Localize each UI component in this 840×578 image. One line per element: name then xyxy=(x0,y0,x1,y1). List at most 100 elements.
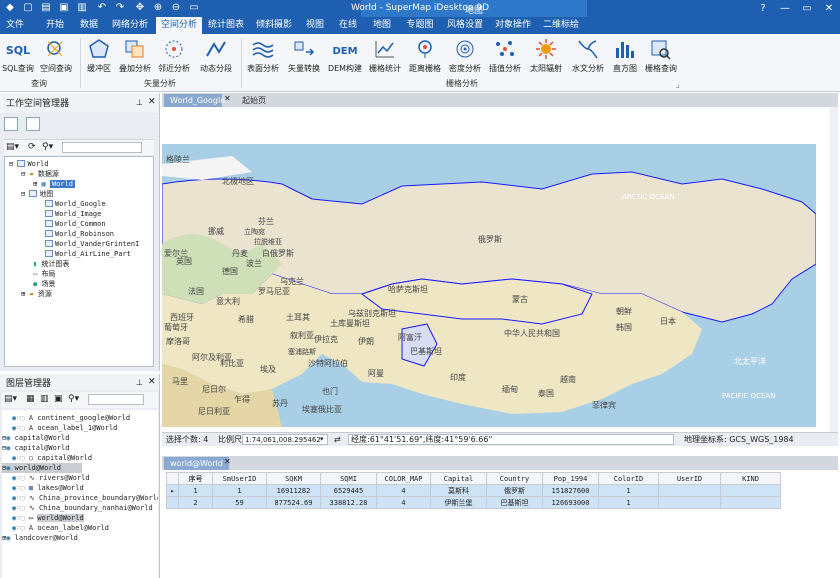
sql-query-button[interactable]: SQL SQL查询 xyxy=(2,38,34,76)
layer-item[interactable]: ◉⚐▢ A ocean_label_1@World xyxy=(12,424,118,432)
layer-search-input[interactable] xyxy=(88,394,144,405)
tree-map-item[interactable]: World_Common xyxy=(45,219,106,229)
tree-datasources[interactable]: ⊟ ▰ 数据源 xyxy=(21,170,59,178)
table-cell[interactable] xyxy=(658,484,721,497)
interpolation-analysis-button[interactable]: 插值分析 xyxy=(486,38,524,76)
tree-map-item[interactable]: World_AirLine_Part xyxy=(45,249,131,259)
column-header[interactable]: SQMI xyxy=(320,472,377,485)
new-icon[interactable]: ▢ xyxy=(23,2,33,13)
table-cell[interactable]: 巴基斯坦 xyxy=(486,496,543,509)
save-workspace-icon[interactable] xyxy=(26,117,40,131)
tab-close-icon[interactable]: ✕ xyxy=(224,94,231,103)
tab-oblique-photography[interactable]: 倾斜摄影 xyxy=(255,20,292,30)
layer-remove-icon[interactable]: ▣ xyxy=(54,394,63,404)
hydrology-analysis-button[interactable]: 水文分析 xyxy=(568,38,608,76)
tree-map-item[interactable]: World_Robinson xyxy=(45,229,114,239)
swap-icon[interactable]: ⇄ xyxy=(334,435,341,444)
table-cell[interactable] xyxy=(720,484,781,497)
raster-statistics-button[interactable]: 栅格统计 xyxy=(366,38,404,76)
full-extent-icon[interactable]: ▭ xyxy=(189,2,199,13)
table-cell[interactable]: 338812.28 xyxy=(320,496,377,509)
zoom-in-icon[interactable]: ⊕ xyxy=(153,2,163,13)
column-header[interactable]: Capital xyxy=(430,472,487,485)
panel-close-icon[interactable]: ✕ xyxy=(148,377,156,387)
attribute-table[interactable]: 序号 SmUserID SQKM SQMI COLOR_MAP Capital … xyxy=(166,472,781,509)
table-cell[interactable]: 877524.69 xyxy=(266,496,321,509)
table-cell[interactable]: 6529445 xyxy=(320,484,377,497)
group-launcher-icon[interactable]: ⌟ xyxy=(676,80,680,89)
vector-conversion-button[interactable]: 矢量转换 xyxy=(284,38,324,76)
tab-view[interactable]: 视图 xyxy=(305,20,324,30)
tree-layouts[interactable]: ▭ 布局 xyxy=(33,270,56,278)
layer-item[interactable]: ◉⚐▢ ■ lakes@World xyxy=(12,484,84,492)
zoom-out-icon[interactable]: ⊖ xyxy=(171,2,181,13)
column-header[interactable]: SQKM xyxy=(266,472,321,485)
undo-icon[interactable]: ↶ xyxy=(97,2,107,13)
pin-icon[interactable]: ⊥ xyxy=(136,378,143,387)
search-icon[interactable]: ⚲▾ xyxy=(68,394,80,404)
solar-radiation-button[interactable]: 太阳辐射 xyxy=(526,38,566,76)
column-header[interactable]: UserID xyxy=(658,472,721,485)
table-cell[interactable]: 1 xyxy=(212,484,267,497)
tree-scenes[interactable]: ● 场景 xyxy=(33,280,56,288)
table-cell[interactable]: 莫斯科 xyxy=(430,484,487,497)
table-cell[interactable]: 4 xyxy=(376,484,431,497)
table-cell[interactable]: 1 xyxy=(178,484,213,497)
map-scrollbar[interactable] xyxy=(830,107,838,432)
density-analysis-button[interactable]: 密度分析 xyxy=(446,38,484,76)
table-cell[interactable]: 2 xyxy=(178,496,213,509)
spatial-query-button[interactable]: 空间查询 xyxy=(38,38,74,76)
minimize-button[interactable]: — xyxy=(780,3,790,14)
save-all-icon[interactable]: ▥ xyxy=(77,2,87,13)
tab-start-page[interactable]: 起始页 xyxy=(236,94,272,107)
tab-online[interactable]: 在线 xyxy=(338,20,357,30)
raster-query-button[interactable]: 栅格查询 xyxy=(642,38,680,76)
surface-analysis-button[interactable]: 表面分析 xyxy=(244,38,282,76)
tab-map[interactable]: 地图 xyxy=(372,20,391,30)
map-canvas[interactable]: 北极地区 ARCTIC OCEAN 格陵兰 挪威 芬兰 丹麦 英国 爱尔兰 法国… xyxy=(162,144,816,427)
column-header[interactable]: 序号 xyxy=(178,472,213,485)
table-cell[interactable]: 俄罗斯 xyxy=(486,484,543,497)
help-icon[interactable]: ? xyxy=(760,3,766,14)
layer-item[interactable]: ◉⚐▢ ∿ China_boundary_nanhai@World xyxy=(12,504,153,512)
tab-attribute-world[interactable]: world@World xyxy=(164,457,229,470)
scale-select[interactable]: 1:74,061,008.295462 xyxy=(242,434,328,445)
dem-build-button[interactable]: DEM DEM构建 xyxy=(326,38,364,76)
table-cell[interactable]: 16911282 xyxy=(266,484,321,497)
distance-raster-button[interactable]: 距离栅格 xyxy=(406,38,444,76)
tab-spatial-analysis[interactable]: 空间分析 xyxy=(156,17,202,34)
tab-thematic-map[interactable]: 专题图 xyxy=(406,20,434,30)
tab-2d-plotting[interactable]: 二维标绘 xyxy=(542,20,579,30)
column-header[interactable]: KIND xyxy=(720,472,781,485)
tab-close-icon[interactable]: ✕ xyxy=(224,457,231,466)
column-header[interactable]: Country xyxy=(486,472,543,485)
tab-statistics-chart[interactable]: 统计图表 xyxy=(207,20,244,30)
tab-style-settings[interactable]: 风格设置 xyxy=(446,20,483,30)
layer-item[interactable]: ◉⚐▢ ∿ China_province_boundary@World xyxy=(12,493,158,503)
table-cell[interactable]: 伊斯兰堡 xyxy=(430,496,487,509)
save-icon[interactable]: ▣ xyxy=(59,2,69,13)
tab-network-analysis[interactable]: 网络分析 xyxy=(111,20,148,30)
layer-group[interactable]: ⊟◉ world@World xyxy=(2,463,82,473)
layer-group[interactable]: ⊟◉ capital@World xyxy=(2,444,70,452)
tab-data[interactable]: 数据 xyxy=(79,20,98,30)
open-workspace-icon[interactable] xyxy=(4,117,18,131)
layer-group[interactable]: ⊞◉ landcover@World xyxy=(2,534,78,542)
layer-style-icon[interactable]: ▦ xyxy=(26,394,35,404)
tree-map-item[interactable]: World_Google xyxy=(45,199,106,209)
tree-maps[interactable]: ⊟ 地图 xyxy=(21,190,54,198)
proximity-analysis-button[interactable]: 邻近分析 xyxy=(156,38,192,76)
layer-item[interactable]: ◉⚐▢ ∿ rivers@World xyxy=(12,474,90,482)
layer-item[interactable]: ◉⚐▢ ○ capital@World xyxy=(12,454,93,462)
dynamic-segmentation-button[interactable]: 动态分段 xyxy=(196,38,236,76)
tree-root[interactable]: ⊟ World xyxy=(9,160,49,168)
tab-start[interactable]: 开始 xyxy=(45,20,64,30)
column-header[interactable]: SmUserID xyxy=(212,472,267,485)
refresh-icon[interactable]: ⟳ xyxy=(28,142,36,152)
layer-add-icon[interactable]: ▥ xyxy=(40,394,49,404)
table-cell[interactable]: 59 xyxy=(212,496,267,509)
layer-group[interactable]: ⊟◉ capital@World xyxy=(2,434,70,442)
tree-map-item[interactable]: World_Image xyxy=(45,209,101,219)
layer-menu-icon[interactable]: ▤▾ xyxy=(4,394,18,404)
tab-world-google[interactable]: World_Google xyxy=(164,94,225,107)
